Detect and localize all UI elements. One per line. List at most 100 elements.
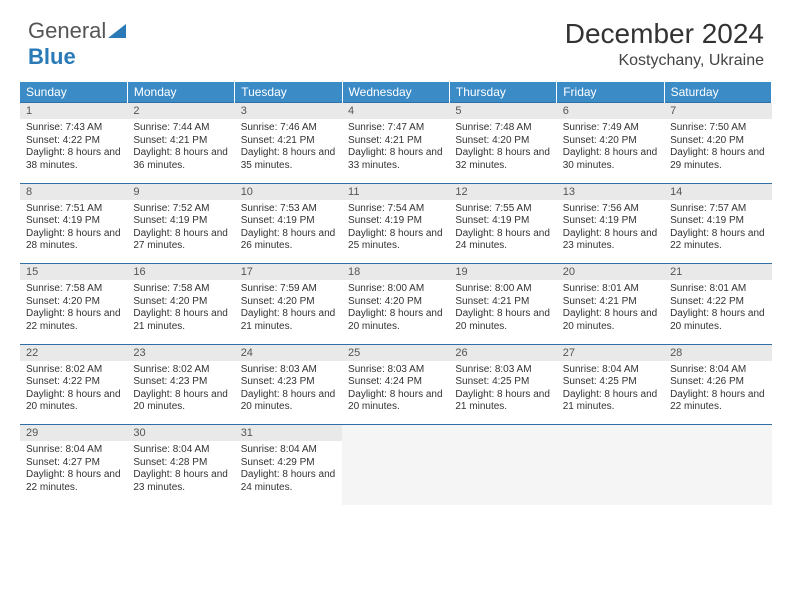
- daylight-line: Daylight: 8 hours and 20 minutes.: [348, 308, 443, 333]
- sunset-line: Sunset: 4:22 PM: [670, 296, 765, 309]
- day-number: 12: [449, 183, 556, 200]
- weekday-header: Saturday: [664, 82, 771, 103]
- empty-cell: [449, 425, 556, 442]
- day-number: 20: [557, 264, 664, 281]
- sunset-line: Sunset: 4:28 PM: [133, 457, 228, 470]
- day-number: 6: [557, 103, 664, 120]
- sunrise-line: Sunrise: 7:58 AM: [26, 283, 121, 296]
- daynum-row: 293031: [20, 425, 772, 442]
- day-details: Sunrise: 7:58 AMSunset: 4:20 PMDaylight:…: [127, 280, 234, 344]
- sunset-line: Sunset: 4:24 PM: [348, 376, 443, 389]
- daynum-row: 1234567: [20, 103, 772, 120]
- day-details: Sunrise: 8:03 AMSunset: 4:24 PMDaylight:…: [342, 361, 449, 425]
- day-number: 4: [342, 103, 449, 120]
- sunset-line: Sunset: 4:19 PM: [670, 215, 765, 228]
- daylight-line: Daylight: 8 hours and 20 minutes.: [563, 308, 658, 333]
- daylight-line: Daylight: 8 hours and 38 minutes.: [26, 147, 121, 172]
- daylight-line: Daylight: 8 hours and 32 minutes.: [455, 147, 550, 172]
- daylight-line: Daylight: 8 hours and 23 minutes.: [133, 469, 228, 494]
- sunset-line: Sunset: 4:19 PM: [26, 215, 121, 228]
- day-details: Sunrise: 7:59 AMSunset: 4:20 PMDaylight:…: [235, 280, 342, 344]
- daylight-line: Daylight: 8 hours and 36 minutes.: [133, 147, 228, 172]
- calendar-table: SundayMondayTuesdayWednesdayThursdayFrid…: [20, 82, 772, 505]
- day-number: 15: [20, 264, 127, 281]
- daylight-line: Daylight: 8 hours and 30 minutes.: [563, 147, 658, 172]
- day-number: 7: [664, 103, 771, 120]
- sunrise-line: Sunrise: 8:01 AM: [563, 283, 658, 296]
- day-details: Sunrise: 7:46 AMSunset: 4:21 PMDaylight:…: [235, 119, 342, 183]
- day-details: Sunrise: 7:52 AMSunset: 4:19 PMDaylight:…: [127, 200, 234, 264]
- empty-cell: [342, 441, 449, 505]
- sunrise-line: Sunrise: 7:59 AM: [241, 283, 336, 296]
- sunrise-line: Sunrise: 8:03 AM: [241, 364, 336, 377]
- sunset-line: Sunset: 4:20 PM: [133, 296, 228, 309]
- sunset-line: Sunset: 4:22 PM: [26, 376, 121, 389]
- sunrise-line: Sunrise: 8:03 AM: [455, 364, 550, 377]
- daylight-line: Daylight: 8 hours and 27 minutes.: [133, 228, 228, 253]
- day-number: 8: [20, 183, 127, 200]
- brand-text-a: General: [28, 18, 106, 43]
- sunset-line: Sunset: 4:23 PM: [241, 376, 336, 389]
- sunset-line: Sunset: 4:21 PM: [133, 135, 228, 148]
- sunrise-line: Sunrise: 7:55 AM: [455, 203, 550, 216]
- daynum-row: 22232425262728: [20, 344, 772, 361]
- empty-cell: [449, 441, 556, 505]
- sunset-line: Sunset: 4:25 PM: [455, 376, 550, 389]
- sunset-line: Sunset: 4:19 PM: [348, 215, 443, 228]
- sunrise-line: Sunrise: 7:50 AM: [670, 122, 765, 135]
- day-number: 30: [127, 425, 234, 442]
- day-number: 14: [664, 183, 771, 200]
- detail-row: Sunrise: 7:51 AMSunset: 4:19 PMDaylight:…: [20, 200, 772, 264]
- sunrise-line: Sunrise: 7:51 AM: [26, 203, 121, 216]
- day-details: Sunrise: 7:56 AMSunset: 4:19 PMDaylight:…: [557, 200, 664, 264]
- sunrise-line: Sunrise: 7:46 AM: [241, 122, 336, 135]
- location-label: Kostychany, Ukraine: [565, 52, 764, 70]
- header: GeneralBlue December 2024 Kostychany, Uk…: [0, 0, 792, 78]
- daylight-line: Daylight: 8 hours and 22 minutes.: [670, 389, 765, 414]
- brand-sail-icon: [108, 18, 126, 43]
- sunrise-line: Sunrise: 8:01 AM: [670, 283, 765, 296]
- day-details: Sunrise: 8:00 AMSunset: 4:21 PMDaylight:…: [449, 280, 556, 344]
- sunrise-line: Sunrise: 7:49 AM: [563, 122, 658, 135]
- sunrise-line: Sunrise: 8:00 AM: [455, 283, 550, 296]
- empty-cell: [342, 425, 449, 442]
- sunset-line: Sunset: 4:19 PM: [241, 215, 336, 228]
- daylight-line: Daylight: 8 hours and 35 minutes.: [241, 147, 336, 172]
- day-details: Sunrise: 7:48 AMSunset: 4:20 PMDaylight:…: [449, 119, 556, 183]
- day-details: Sunrise: 7:44 AMSunset: 4:21 PMDaylight:…: [127, 119, 234, 183]
- sunset-line: Sunset: 4:21 PM: [241, 135, 336, 148]
- day-number: 9: [127, 183, 234, 200]
- day-details: Sunrise: 8:04 AMSunset: 4:26 PMDaylight:…: [664, 361, 771, 425]
- empty-cell: [664, 425, 771, 442]
- sunset-line: Sunset: 4:19 PM: [455, 215, 550, 228]
- daylight-line: Daylight: 8 hours and 22 minutes.: [670, 228, 765, 253]
- detail-row: Sunrise: 8:02 AMSunset: 4:22 PMDaylight:…: [20, 361, 772, 425]
- sunrise-line: Sunrise: 7:43 AM: [26, 122, 121, 135]
- day-number: 3: [235, 103, 342, 120]
- day-details: Sunrise: 8:04 AMSunset: 4:27 PMDaylight:…: [20, 441, 127, 505]
- sunrise-line: Sunrise: 8:00 AM: [348, 283, 443, 296]
- daynum-row: 891011121314: [20, 183, 772, 200]
- brand-text-b: Blue: [28, 44, 76, 69]
- day-number: 24: [235, 344, 342, 361]
- sunrise-line: Sunrise: 7:48 AM: [455, 122, 550, 135]
- sunrise-line: Sunrise: 7:57 AM: [670, 203, 765, 216]
- sunset-line: Sunset: 4:20 PM: [348, 296, 443, 309]
- daylight-line: Daylight: 8 hours and 24 minutes.: [455, 228, 550, 253]
- day-details: Sunrise: 7:47 AMSunset: 4:21 PMDaylight:…: [342, 119, 449, 183]
- weekday-header: Thursday: [449, 82, 556, 103]
- brand-logo: GeneralBlue: [28, 18, 126, 70]
- day-details: Sunrise: 7:50 AMSunset: 4:20 PMDaylight:…: [664, 119, 771, 183]
- sunrise-line: Sunrise: 8:02 AM: [26, 364, 121, 377]
- day-details: Sunrise: 8:00 AMSunset: 4:20 PMDaylight:…: [342, 280, 449, 344]
- sunrise-line: Sunrise: 8:02 AM: [133, 364, 228, 377]
- daylight-line: Daylight: 8 hours and 21 minutes.: [455, 389, 550, 414]
- detail-row: Sunrise: 7:43 AMSunset: 4:22 PMDaylight:…: [20, 119, 772, 183]
- month-title: December 2024: [565, 18, 764, 50]
- day-details: Sunrise: 7:54 AMSunset: 4:19 PMDaylight:…: [342, 200, 449, 264]
- day-number: 17: [235, 264, 342, 281]
- sunrise-line: Sunrise: 8:04 AM: [133, 444, 228, 457]
- weekday-header-row: SundayMondayTuesdayWednesdayThursdayFrid…: [20, 82, 772, 103]
- title-block: December 2024 Kostychany, Ukraine: [565, 18, 764, 70]
- empty-cell: [557, 425, 664, 442]
